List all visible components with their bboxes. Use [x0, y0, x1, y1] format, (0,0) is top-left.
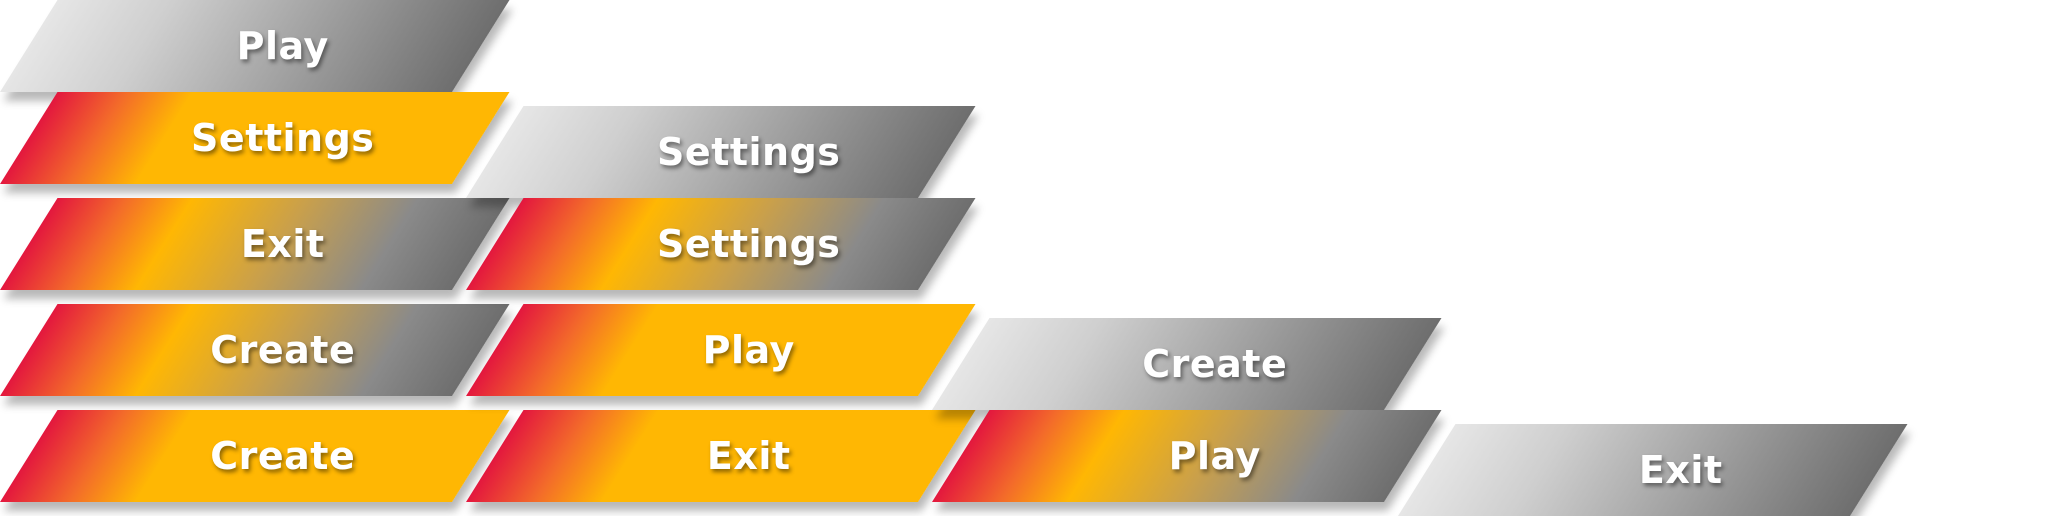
exit-button-label: Exit: [1638, 448, 1723, 492]
exit-button-label: Exit: [240, 222, 325, 266]
settings-button-label: Settings: [191, 116, 375, 160]
menu-column-4: Exit: [1398, 0, 1908, 516]
play-button-label: Play: [236, 24, 329, 68]
menu-column-1: Play Settings Exit Create Create: [0, 0, 510, 512]
settings-button[interactable]: Settings: [0, 92, 510, 184]
play-button-label: Play: [702, 328, 795, 372]
play-button[interactable]: Play: [466, 304, 976, 396]
play-button[interactable]: Play: [932, 410, 1442, 502]
create-button-label: Create: [1142, 342, 1288, 386]
settings-button-label: Settings: [657, 222, 841, 266]
exit-button[interactable]: Exit: [0, 198, 510, 290]
create-button-label: Create: [210, 434, 356, 478]
menu-column-2: Settings Settings Play Exit: [466, 0, 976, 512]
exit-button[interactable]: Exit: [466, 410, 976, 502]
menu-column-3: Create Play: [932, 0, 1442, 512]
create-button[interactable]: Create: [0, 304, 510, 396]
create-button-label: Create: [210, 328, 356, 372]
settings-button[interactable]: Settings: [466, 198, 976, 290]
exit-button[interactable]: Exit: [1398, 424, 1908, 516]
exit-button-label: Exit: [706, 434, 791, 478]
play-button-label: Play: [1168, 434, 1261, 478]
create-button[interactable]: Create: [932, 318, 1442, 410]
play-button[interactable]: Play: [0, 0, 510, 92]
create-button[interactable]: Create: [0, 410, 510, 502]
settings-button[interactable]: Settings: [466, 106, 976, 198]
settings-button-label: Settings: [657, 130, 841, 174]
